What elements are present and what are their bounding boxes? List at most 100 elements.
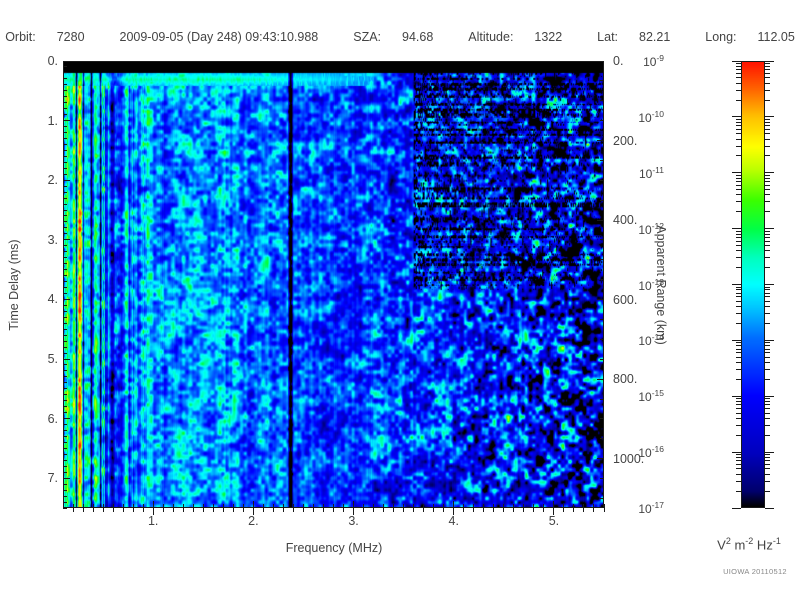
colorbar-tick-minor xyxy=(765,240,770,242)
x-axis-title: Frequency (MHz) xyxy=(285,541,383,555)
colorbar-tick-major xyxy=(765,395,774,397)
colorbar-tick-minor xyxy=(765,296,770,298)
x-tick-label: 5. xyxy=(548,514,560,528)
colorbar-tick-minor xyxy=(765,356,770,358)
colorbar-tick-minor xyxy=(765,125,770,127)
altitude-value: 1322 xyxy=(534,30,563,44)
colorbar-tick-minor xyxy=(765,82,770,84)
y-tick-label: 4. xyxy=(47,292,58,307)
y-tick-label: 0. xyxy=(47,54,58,68)
colorbar-tick-minor xyxy=(765,230,770,232)
colorbar-tick-minor xyxy=(765,121,770,123)
apparent-range-axis-labels: 0. 200. 400. 600. 800. 1000. xyxy=(613,0,669,600)
colorbar-tick-minor xyxy=(765,69,770,71)
colorbar-tick-minor xyxy=(765,424,770,426)
credit-text: UIOWA 20110512 xyxy=(723,567,787,576)
colorbar-tick-minor xyxy=(765,378,770,380)
colorbar-tick-minor xyxy=(765,118,770,120)
colorbar-tick-minor xyxy=(765,313,770,315)
colorbar-tick-minor xyxy=(765,138,770,140)
y2-tick-label: 800. xyxy=(613,372,638,387)
x-tick-label: 1. xyxy=(147,514,159,528)
long-value: 112.05 xyxy=(757,30,795,44)
colorbar-tick-minor xyxy=(765,398,770,400)
colorbar-tick-minor xyxy=(765,184,770,186)
colorbar-tick-minor xyxy=(765,408,770,410)
colorbar-tick-minor xyxy=(765,468,770,470)
y-tick-label: 6. xyxy=(47,411,58,426)
y2-tick-label: 600. xyxy=(613,292,638,307)
colorbar-tick-label: 10-11 xyxy=(638,164,664,181)
observation-datetime: 2009-09-05 (Day 248) 09:43:10.988 xyxy=(119,30,319,44)
x-tick-label: 2. xyxy=(248,514,259,528)
colorbar xyxy=(741,61,765,508)
y2-tick-label: 400. xyxy=(613,213,638,228)
y-tick-label: 7. xyxy=(47,471,58,486)
radargram-plot-area xyxy=(63,61,604,508)
colorbar-tick-minor xyxy=(765,145,770,147)
colorbar-tick-minor xyxy=(765,289,770,291)
colorbar-tick-major xyxy=(765,116,774,118)
colorbar-tick-minor xyxy=(765,177,770,179)
long-label: Long: xyxy=(705,30,737,44)
altitude-label: Altitude: xyxy=(468,30,514,44)
colorbar-tick-minor xyxy=(765,434,770,436)
orbit-label: Orbit: xyxy=(5,30,36,44)
colorbar-tick-major xyxy=(765,60,774,62)
colorbar-tick-minor xyxy=(765,155,770,157)
radargram-heatmap xyxy=(64,62,603,507)
y2-tick-label: 1000. xyxy=(613,451,645,466)
colorbar-tick-label: 10-10 xyxy=(638,108,664,125)
colorbar-tick-minor xyxy=(765,99,770,101)
colorbar-tick-label: 10-14 xyxy=(638,332,664,349)
colorbar-tick-minor xyxy=(765,286,770,288)
y2-tick-label: 200. xyxy=(613,133,638,148)
colorbar-tick-minor xyxy=(765,300,770,302)
colorbar-tick-minor xyxy=(765,464,770,466)
colorbar-units: V2 m-2 Hz-1 xyxy=(717,536,781,553)
colorbar-tick-minor xyxy=(765,267,770,269)
colorbar-tick-minor xyxy=(765,189,770,191)
lat-value: 82.21 xyxy=(639,30,671,44)
colorbar-tick-minor xyxy=(765,369,770,371)
colorbar-tick-major xyxy=(765,284,774,285)
frequency-axis-labels: 1. 2. 3. 4. 5. xyxy=(0,514,800,534)
colorbar-tick-minor xyxy=(765,65,770,67)
colorbar-tick-minor xyxy=(765,72,770,74)
colorbar-tick-minor xyxy=(765,490,770,492)
sza-label: SZA: xyxy=(353,30,382,44)
x-tick-label: 3. xyxy=(348,514,359,528)
y-tick-label: 5. xyxy=(47,352,58,366)
colorbar-tick-label: 10-13 xyxy=(638,276,664,293)
colorbar-tick-minor xyxy=(765,457,770,459)
colorbar-tick-minor xyxy=(765,244,770,246)
colorbar-tick-minor xyxy=(765,404,770,406)
colorbar-tick-label: 10-12 xyxy=(638,220,664,237)
colorbar-tick-minor xyxy=(765,417,770,419)
colorbar-tick-minor xyxy=(765,348,770,350)
colorbar-tick-minor xyxy=(765,306,770,308)
colorbar-tick-minor xyxy=(765,201,770,203)
orbit-value: 7280 xyxy=(56,30,85,44)
colorbar-tick-label: 10-15 xyxy=(638,388,664,405)
colorbar-tick-minor xyxy=(765,454,770,456)
colorbar-tick-minor xyxy=(765,128,770,130)
colorbar-tick-major xyxy=(765,507,774,509)
colorbar-tick-major xyxy=(765,172,774,174)
y-tick-label: 2. xyxy=(47,173,58,188)
colorbar-tick-minor xyxy=(765,194,770,196)
colorbar-tick-minor xyxy=(765,342,770,344)
lat-label: Lat: xyxy=(597,30,619,44)
colorbar-tick-major xyxy=(765,339,774,341)
colorbar-tick-major xyxy=(765,451,774,453)
time-delay-axis-labels: 0. 1. 2. 3. 4. 5. 6. 7. xyxy=(0,0,58,600)
colorbar-tick-minor xyxy=(765,257,770,259)
colorbar-tick-minor xyxy=(765,236,770,238)
colorbar-tick-minor xyxy=(765,174,770,176)
y-tick-label: 3. xyxy=(47,232,58,247)
colorbar-tick-minor xyxy=(765,412,770,414)
colorbar-tick-minor xyxy=(765,292,770,294)
colorbar-tick-minor xyxy=(765,473,770,475)
colorbar-tick-major xyxy=(765,228,774,230)
